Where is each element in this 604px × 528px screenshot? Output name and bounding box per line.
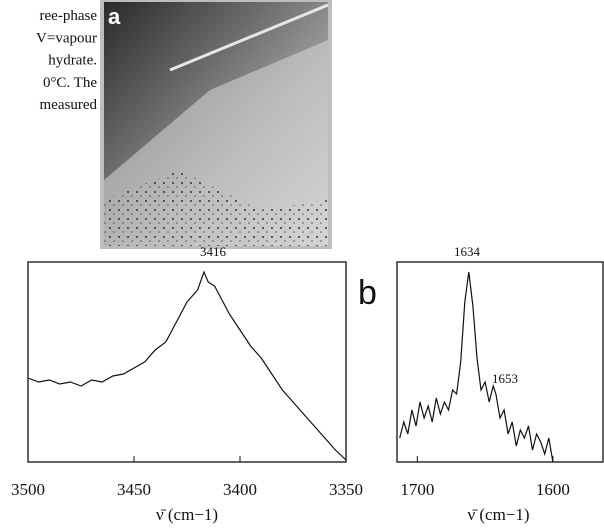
peak-label: 3416 (200, 244, 227, 259)
x-tick-label: 3500 (11, 480, 45, 499)
panel-label: b (358, 274, 377, 312)
x-axis-label: ν̄ (cm−1) (467, 505, 529, 524)
caption-line: 0°C. The (43, 75, 97, 91)
caption-line: V=vapour (36, 30, 97, 46)
x-tick-label: 3450 (117, 480, 151, 499)
x-tick-label: 1700 (400, 480, 434, 499)
x-axis-label: ν̄ (cm−1) (156, 505, 218, 524)
photo-edge (169, 3, 329, 72)
panel-label: a (108, 4, 121, 29)
caption: ree-phase V=vapour hydrate. 0°C. The measure… (36, 8, 97, 113)
x-tick-label: 1600 (536, 480, 570, 499)
peak-label: 1634 (454, 244, 481, 259)
x-tick-label: 3400 (223, 480, 257, 499)
caption-line: hydrate. (48, 53, 97, 69)
spectrum (399, 271, 554, 463)
peak-label: 1653 (492, 371, 518, 386)
plot-frame (396, 261, 604, 463)
photo-texture (104, 170, 328, 246)
spectrum (27, 270, 347, 461)
photo-a: a (100, 0, 332, 249)
x-tick-label: 3350 (329, 480, 363, 499)
caption-line: measured (40, 97, 98, 113)
plot-frame (27, 261, 347, 463)
caption-line: ree-phase (40, 8, 98, 24)
spectra: 3500 3450 3400 3350 ν̄ (cm−1) 3416 1700 1600 ν̄ … (11, 244, 604, 524)
